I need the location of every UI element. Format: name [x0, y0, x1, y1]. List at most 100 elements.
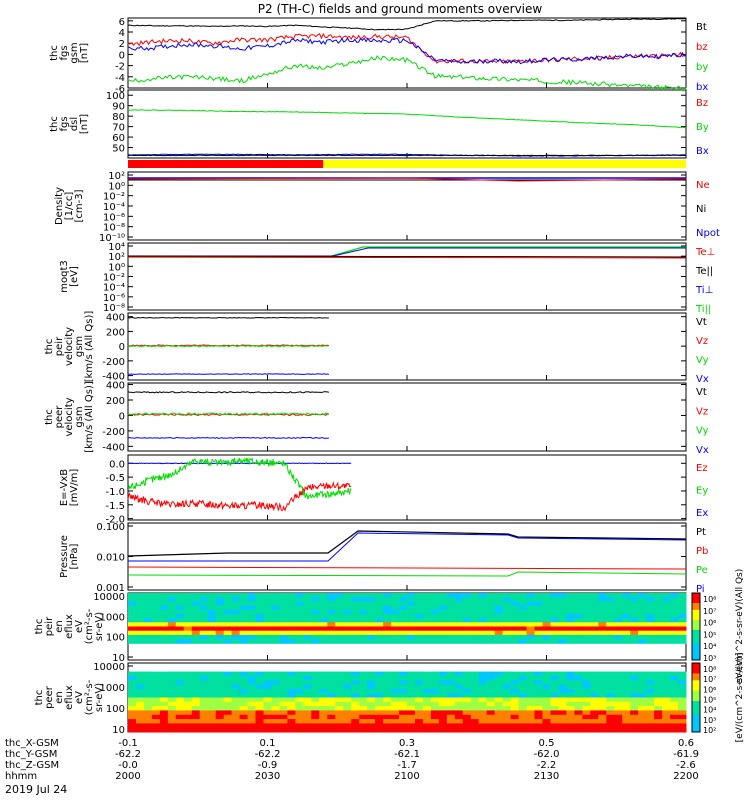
spectrogram-cell: [207, 639, 217, 644]
spectrogram-cell: [606, 706, 615, 711]
spectrogram-cell: [391, 597, 400, 602]
spectrogram-cell: [638, 719, 647, 724]
spectrogram-cell: [247, 601, 257, 607]
spectrogram-cell: [271, 634, 280, 640]
spectrogram-cell: [526, 701, 536, 707]
spectrogram-cell: [407, 714, 416, 720]
spectrogram-cell: [407, 688, 416, 694]
spectrogram-cell: [303, 622, 312, 627]
spectrogram-cell: [191, 605, 201, 611]
spectrogram-cell: [327, 634, 336, 640]
spectrogram-cell: [215, 727, 225, 733]
spectrogram-cell: [646, 684, 655, 690]
spectrogram-cell: [494, 626, 504, 632]
spectrogram-cell: [478, 727, 488, 733]
spectrogram-cell: [415, 671, 424, 677]
spectrogram-cell: [494, 719, 504, 724]
spectrogram-cell: [263, 697, 272, 703]
spectrogram-cell: [678, 680, 687, 686]
spectrogram-cell: [167, 597, 177, 602]
spectrogram-cell: [303, 697, 312, 703]
spectrogram-cell: [486, 593, 496, 598]
spectrogram-cell: [287, 605, 296, 611]
ytick-label: -0.5: [105, 473, 125, 484]
spectrogram-cell: [502, 618, 512, 623]
spectrogram-cell: [279, 684, 288, 690]
spectrogram-cell: [311, 727, 320, 733]
spectrogram-cell: [430, 630, 440, 636]
spectrogram-cell: [582, 680, 591, 686]
spectrogram-cell: [566, 706, 575, 711]
ylabel-density: Density: [54, 187, 65, 225]
spectrogram-cell: [542, 605, 551, 611]
spectrogram-cell: [486, 675, 496, 681]
spectrogram-cell: [159, 688, 169, 694]
spectrogram-cell: [462, 697, 472, 703]
spectrogram-cell: [199, 597, 209, 602]
spectrogram-cell: [415, 605, 424, 611]
spectrogram-cell: [638, 727, 647, 733]
spectrogram-cell: [574, 626, 583, 632]
spectrogram-cell: [271, 697, 280, 703]
spectrogram-cell: [582, 701, 591, 707]
spectrogram-cell: [542, 693, 551, 698]
panel-frame-pressure: [127, 522, 687, 591]
spectrogram-cell: [175, 693, 185, 698]
spectrogram-cell: [518, 618, 528, 623]
spectrogram-cell: [327, 597, 336, 602]
spectrogram-cell: [566, 710, 575, 716]
spectrogram-cell: [542, 622, 551, 627]
spectrogram-cell: [510, 601, 520, 607]
spectrogram-cell: [446, 706, 456, 711]
legend-pt: Pt: [696, 527, 706, 538]
spectrogram-cell: [263, 675, 272, 681]
spectrogram-cell: [191, 597, 201, 602]
panel-frame-temperature: [127, 242, 687, 311]
spectrogram-cell: [223, 710, 233, 716]
spectrogram-cell: [534, 630, 543, 636]
spectrogram-cell: [136, 613, 145, 619]
spectrogram-cell: [303, 714, 312, 720]
spectrogram-cell: [630, 601, 639, 607]
spectrogram-cell: [502, 684, 512, 690]
spectrogram-cell: [518, 701, 528, 707]
spectrogram-cell: [215, 605, 225, 611]
spectrogram-cell: [319, 714, 328, 720]
spectrogram-cell: [231, 714, 241, 720]
spectrogram-cell: [662, 622, 671, 627]
spectrogram-cell: [167, 688, 177, 694]
ephemeris-value: -62.0: [534, 749, 560, 760]
spectrogram-cell: [422, 723, 432, 729]
spectrogram-cell: [383, 675, 392, 681]
spectrogram-cell: [175, 597, 185, 602]
spectrogram-cell: [446, 714, 456, 720]
series-bx: [127, 55, 687, 92]
spectrogram-cell: [598, 706, 607, 711]
ytick-label: 400: [106, 381, 125, 392]
spectrogram-cell: [287, 684, 296, 690]
spectrogram-cell: [383, 626, 392, 632]
ytick-label: 0.100: [96, 522, 125, 533]
spectrogram-cell: [311, 630, 320, 636]
spectrogram-cell: [478, 723, 488, 729]
spectrogram-cell: [510, 597, 520, 602]
spectrogram-cell: [462, 714, 472, 720]
spectrogram-cell: [359, 697, 368, 703]
spectrogram-cell: [486, 719, 496, 724]
spectrogram-cell: [311, 626, 320, 632]
spectrogram-cell: [534, 634, 543, 640]
spectrogram-cell: [327, 630, 336, 636]
spectrogram-cell: [654, 710, 663, 716]
spectrogram-cell: [486, 693, 496, 698]
spectrogram-cell: [175, 618, 185, 623]
spectrogram-cell: [574, 593, 583, 598]
spectrogram-cell: [486, 609, 496, 615]
spectrogram-cell: [678, 723, 687, 729]
spectrogram-cell: [335, 684, 344, 690]
spectrogram-cell: [454, 622, 464, 627]
spectrogram-cell: [430, 684, 440, 690]
spectrogram-cell: [343, 684, 352, 690]
spectrogram-cell: [678, 613, 687, 619]
spectrogram-cell: [295, 688, 304, 694]
spectrogram-cell: [407, 609, 416, 615]
